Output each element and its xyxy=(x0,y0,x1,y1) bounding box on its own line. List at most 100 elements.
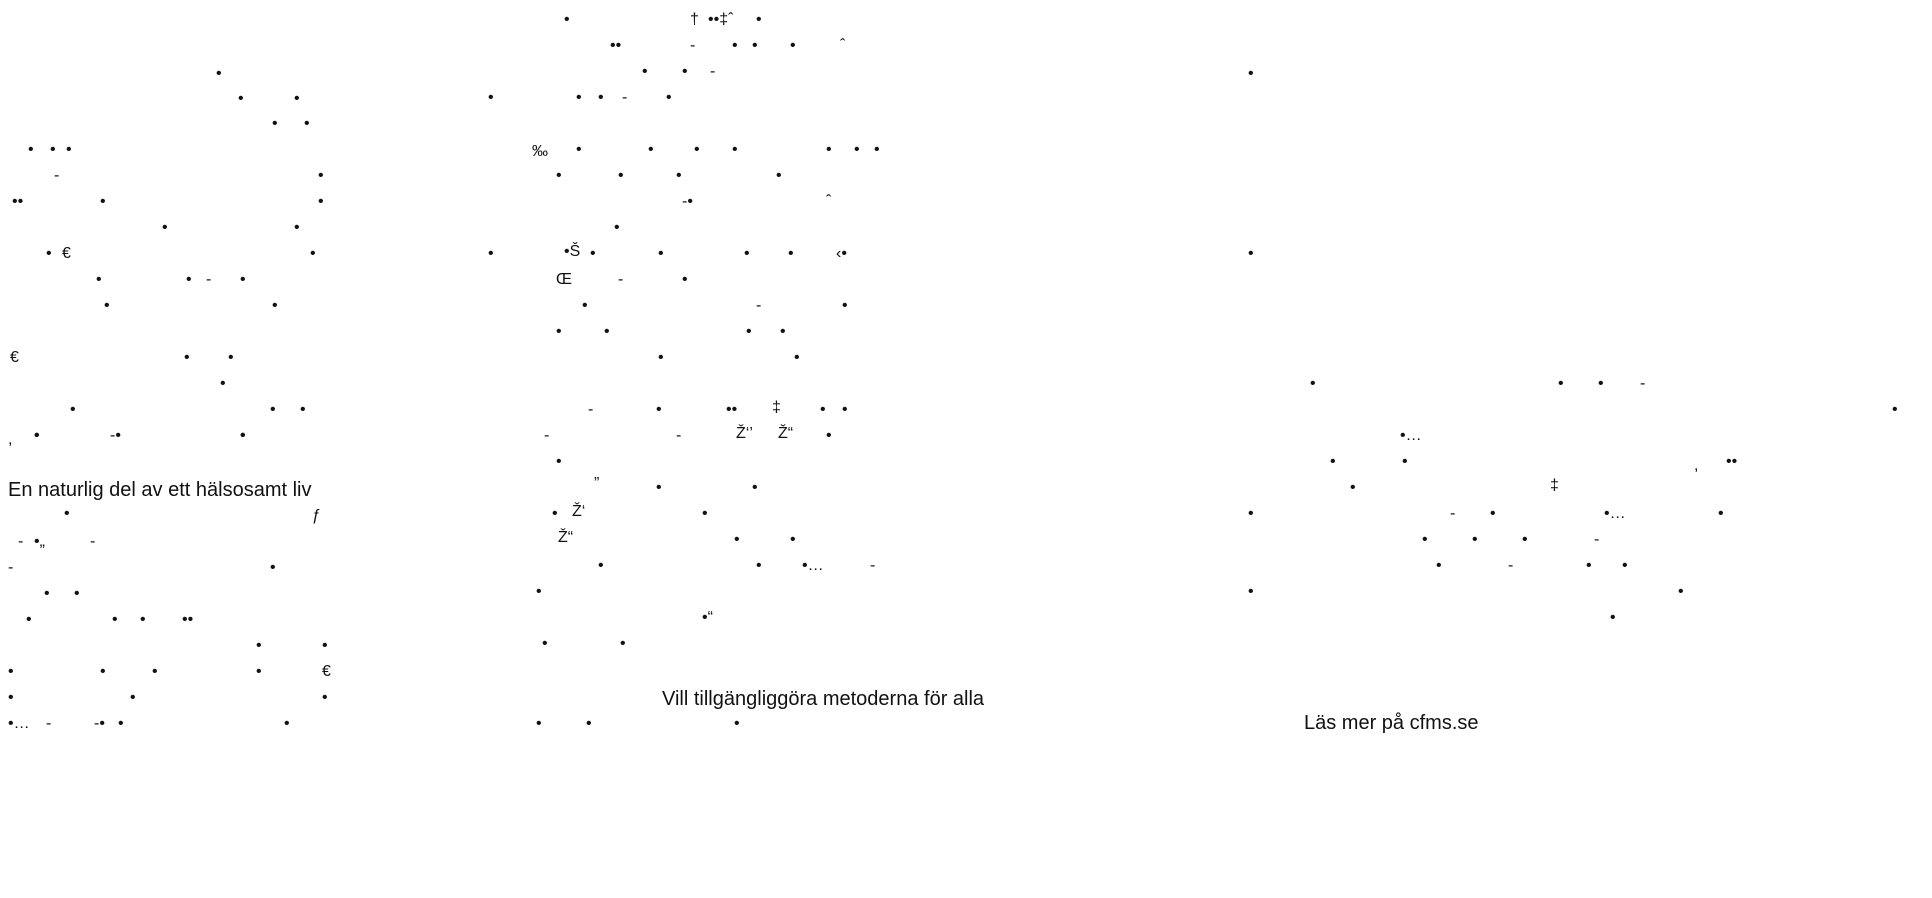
glyph: • xyxy=(682,271,688,288)
glyph: • xyxy=(50,141,56,158)
glyph: • xyxy=(794,349,800,366)
glyph: • xyxy=(284,715,290,732)
glyph: • xyxy=(1248,583,1254,600)
glyph: † xyxy=(690,11,699,28)
glyph: - xyxy=(46,715,52,732)
column-left: • • • • • • • • - • •• • • • • • • € • •… xyxy=(0,0,420,898)
glyph: • xyxy=(820,401,826,418)
glyph: • xyxy=(240,427,246,444)
glyph: ‡ xyxy=(772,399,781,416)
glyph: • xyxy=(826,141,832,158)
glyph: • xyxy=(576,141,582,158)
glyph: •• xyxy=(182,611,194,628)
glyph: • xyxy=(1248,505,1254,522)
glyph: • xyxy=(614,219,620,236)
glyph: - xyxy=(544,427,550,444)
glyph: • xyxy=(96,271,102,288)
glyph: • xyxy=(488,245,494,262)
glyph: •• xyxy=(1726,453,1738,470)
glyph: € xyxy=(10,349,19,366)
glyph: • xyxy=(140,611,146,628)
glyph: • xyxy=(752,37,758,54)
glyph: • xyxy=(536,715,542,732)
glyph: • xyxy=(228,349,234,366)
glyph: • xyxy=(310,245,316,262)
column-heading: Läs mer på cfms.se xyxy=(1304,712,1479,734)
glyph: ••‡ˆ xyxy=(708,11,734,28)
glyph: - xyxy=(618,271,624,288)
glyph: • xyxy=(1718,505,1724,522)
glyph: - xyxy=(1594,531,1600,548)
glyph: • xyxy=(1330,453,1336,470)
glyph: • xyxy=(100,193,106,210)
glyph: • xyxy=(8,663,14,680)
glyph: , xyxy=(8,431,13,448)
glyph: • xyxy=(322,689,328,706)
glyph: • xyxy=(1622,557,1628,574)
glyph: € xyxy=(62,245,71,262)
glyph: • xyxy=(240,271,246,288)
glyph: - xyxy=(676,427,682,444)
glyph: •„ xyxy=(34,533,45,550)
glyph: • xyxy=(826,427,832,444)
glyph: • xyxy=(874,141,880,158)
glyph: Œ xyxy=(556,271,572,288)
glyph: • xyxy=(788,245,794,262)
glyph: • xyxy=(300,401,306,418)
glyph: - xyxy=(690,37,696,54)
glyph: • xyxy=(272,115,278,132)
glyph: •Š xyxy=(564,243,581,260)
glyph: • xyxy=(256,637,262,654)
glyph: • xyxy=(1610,609,1616,626)
column-heading: En naturlig del av ett hälsosamt liv xyxy=(8,479,312,501)
glyph: • xyxy=(702,505,708,522)
glyph: • xyxy=(734,531,740,548)
glyph: ” xyxy=(594,475,600,492)
glyph: • xyxy=(1422,531,1428,548)
glyph: • xyxy=(104,297,110,314)
glyph: € xyxy=(322,663,331,680)
glyph: -• xyxy=(110,427,121,444)
glyph: • xyxy=(732,141,738,158)
glyph: • xyxy=(64,505,70,522)
glyph: Ž‘’ xyxy=(736,425,753,442)
glyph: • xyxy=(1598,375,1604,392)
glyph: Ž“ xyxy=(778,425,794,442)
glyph: • xyxy=(590,245,596,262)
glyph: • xyxy=(34,427,40,444)
glyph: •“ xyxy=(702,609,713,626)
glyph: •• xyxy=(12,193,24,210)
glyph: - xyxy=(1640,375,1646,392)
glyph: • xyxy=(1892,401,1898,418)
glyph: • xyxy=(658,245,664,262)
glyph: • xyxy=(586,715,592,732)
glyph: • xyxy=(1522,531,1528,548)
glyph: • xyxy=(746,323,752,340)
glyph: • xyxy=(656,479,662,496)
glyph: • xyxy=(304,115,310,132)
column-middle: • † ••‡ˆ • •• - • • • ˆ • • - • • • - • … xyxy=(480,0,984,898)
glyph: • xyxy=(152,663,158,680)
column-right: • • • • • - • •… • • , •• • ‡ • - • •… •… xyxy=(1240,0,1930,898)
glyph: •• xyxy=(726,401,738,418)
glyph: • xyxy=(74,585,80,602)
glyph: • xyxy=(582,297,588,314)
glyph: • xyxy=(8,689,14,706)
glyph: • xyxy=(130,689,136,706)
glyph: • xyxy=(604,323,610,340)
glyph: • xyxy=(642,63,648,80)
glyph: •• xyxy=(610,37,622,54)
glyph: • xyxy=(682,63,688,80)
glyph: • xyxy=(44,585,50,602)
glyph: • xyxy=(776,167,782,184)
glyph: ‹• xyxy=(836,245,847,262)
glyph: • xyxy=(220,375,226,392)
glyph: • xyxy=(576,89,582,106)
glyph: • xyxy=(1586,557,1592,574)
glyph: ƒ xyxy=(312,507,321,524)
glyph: • xyxy=(272,297,278,314)
glyph: • xyxy=(1402,453,1408,470)
glyph: • xyxy=(842,297,848,314)
glyph: • xyxy=(556,323,562,340)
glyph: • xyxy=(112,611,118,628)
